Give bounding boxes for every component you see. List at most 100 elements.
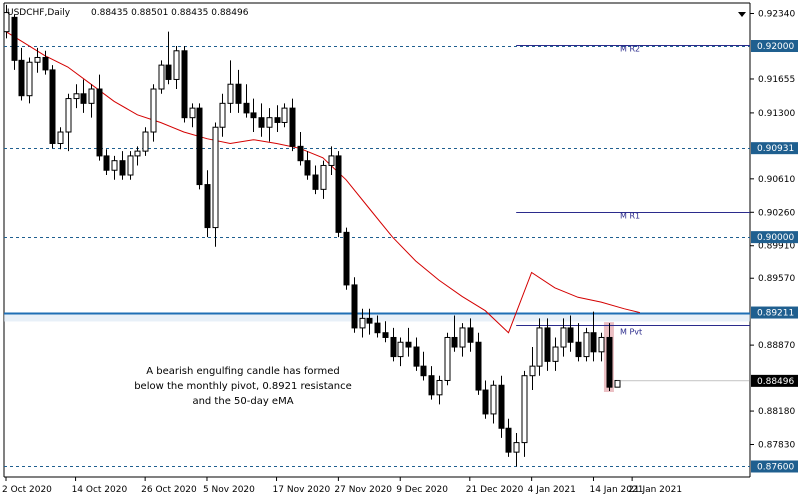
candle — [351, 277, 358, 333]
candle-body-bull — [459, 327, 466, 348]
y-tick-label: 0.90610 — [758, 175, 795, 185]
candle-body-bear — [420, 365, 427, 377]
candle — [297, 132, 304, 166]
price-tag-box — [751, 231, 798, 244]
candle — [289, 98, 296, 152]
y-tick-label: 0.89570 — [758, 274, 795, 284]
candle — [103, 149, 110, 176]
pivot-label: M R1 — [620, 212, 640, 221]
candle — [196, 103, 203, 190]
candle — [165, 31, 172, 85]
candle — [3, 4, 10, 39]
candle — [150, 84, 157, 142]
candle — [235, 69, 242, 113]
ema-50-line — [5, 31, 641, 334]
candle-body-bear — [18, 59, 25, 97]
candle-body-bear — [374, 322, 381, 334]
candle-body-bear — [181, 50, 188, 119]
candle — [219, 93, 226, 137]
ema-layer — [5, 31, 641, 334]
candle — [26, 57, 33, 104]
candle — [65, 93, 72, 152]
price-tag-label: 0.92000 — [757, 42, 794, 52]
y-tick-label: 0.90260 — [758, 208, 795, 218]
x-tick-label: 4 Jan 2021 — [528, 485, 576, 495]
x-tick-label: 17 Nov 2020 — [273, 485, 331, 495]
candle-body-bull — [158, 64, 165, 90]
candle-body-bear — [103, 155, 110, 171]
candle — [328, 146, 335, 176]
candle — [444, 332, 451, 386]
candle — [335, 151, 342, 238]
candle — [544, 318, 551, 371]
candle — [88, 84, 95, 118]
x-tick-label: 26 Oct 2020 — [141, 485, 197, 495]
candle-body-bear — [289, 107, 296, 147]
y-tick-label: 0.89910 — [758, 242, 795, 252]
candle-body-bull — [583, 332, 590, 358]
candle — [18, 47, 25, 101]
candle-body-bull — [536, 327, 543, 367]
price-axis-ticks: 0.92340 0.91655 0.91300 0.90610 0.90260 0.899… — [750, 10, 795, 451]
candle — [96, 74, 103, 161]
candle — [467, 318, 474, 352]
candle-body-bear — [482, 389, 489, 415]
candle — [374, 315, 381, 338]
candle-body-bear — [475, 341, 482, 391]
candle-body-bear — [505, 427, 512, 453]
candle-body-bull — [150, 88, 157, 133]
candle-body-bear — [165, 64, 172, 80]
candle — [428, 366, 435, 400]
candle-body-bear — [235, 83, 242, 104]
candle-body-bear — [42, 56, 49, 71]
candle-body-bull — [436, 379, 443, 396]
candle — [359, 308, 366, 338]
candle-body-bear — [366, 317, 373, 324]
candle — [459, 323, 466, 357]
candle-body-bull — [73, 93, 80, 100]
pivot-label: M Pvt — [620, 328, 642, 337]
candle-body-bull — [212, 126, 219, 229]
y-tick-label: 0.88180 — [758, 407, 795, 417]
candle-body-bear — [274, 117, 281, 123]
x-tick-label: 9 Dec 2020 — [396, 485, 448, 495]
candle — [266, 108, 273, 142]
candle — [111, 155, 118, 180]
time-axis-ticks: 2 Oct 2020 14 Oct 2020 26 Oct 2020 5 Nov 20… — [2, 477, 682, 495]
chart-ohlc: 0.88435 0.88501 0.88435 0.88496 — [91, 8, 249, 18]
y-tick-label: 0.92340 — [758, 10, 795, 20]
candle — [505, 418, 512, 457]
dropdown-triangle-icon[interactable] — [738, 12, 746, 17]
price-tag-box — [751, 306, 798, 319]
candle-body-bull — [614, 379, 621, 388]
y-tick-label: 0.91300 — [758, 109, 795, 119]
candle-body-bear — [119, 160, 126, 176]
y-tick-label: 0.91655 — [758, 75, 795, 85]
price-tag-label: 0.89211 — [757, 309, 794, 319]
price-tags: 0.92000 0.90931 0.90000 0.89211 0.87600 0.884… — [616, 40, 798, 473]
plot-area[interactable] — [4, 3, 750, 477]
candle — [80, 79, 87, 113]
candle-body-bull — [111, 160, 118, 171]
candles-layer — [3, 4, 621, 467]
candle-body-bull — [359, 317, 366, 329]
candle — [498, 375, 505, 438]
candle — [536, 318, 543, 376]
candle — [57, 127, 64, 150]
x-tick-label: 14 Oct 2020 — [72, 485, 128, 495]
candle — [606, 323, 613, 391]
candle-body-bull — [26, 61, 33, 97]
candle-body-bull — [521, 375, 528, 444]
candle-body-bear — [204, 184, 211, 229]
candle — [567, 315, 574, 352]
candle-body-bull — [3, 12, 10, 33]
x-tick-label: 27 Nov 2020 — [334, 485, 392, 495]
candle — [258, 103, 265, 137]
y-tick-label: 0.88870 — [758, 341, 795, 351]
candle-body-bear — [467, 327, 474, 343]
candle-body-bear — [250, 112, 257, 119]
candle-body-bull — [34, 56, 41, 63]
candle — [243, 84, 250, 118]
chart-symbol: USDCHF,Daily — [7, 8, 71, 18]
